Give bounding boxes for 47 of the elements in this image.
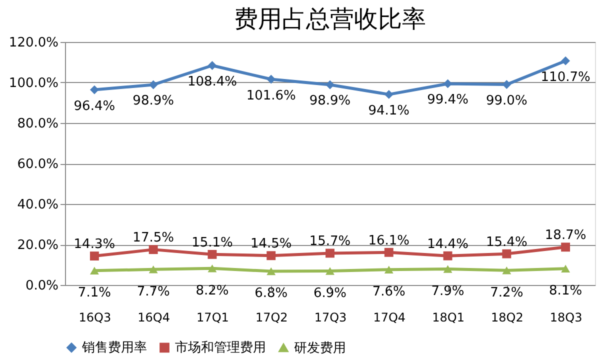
y-tick-label: 60.0% (17, 157, 58, 172)
data-label: 7.1% (78, 286, 111, 301)
data-label: 6.8% (254, 286, 288, 302)
legend-label: 市场和管理费用 (175, 340, 266, 356)
data-label: 101.6% (246, 88, 296, 104)
data-label: 15.7% (309, 234, 351, 250)
legend-label: 销售费用率 (81, 340, 147, 356)
y-tick-label: 0.0% (25, 278, 58, 294)
y-tick-label: 100.0% (8, 76, 58, 91)
data-label: 7.2% (490, 285, 524, 300)
y-tick-label: 20.0% (17, 238, 58, 253)
x-tick-label: 16Q3 (78, 310, 112, 324)
data-label: 6.9% (313, 286, 347, 302)
x-tick-label: 18Q3 (550, 310, 582, 324)
data-label: 94.1% (368, 103, 410, 118)
data-label: 98.9% (309, 94, 351, 109)
data-label: 15.4% (486, 234, 528, 250)
data-label: 8.1% (549, 284, 582, 299)
data-label: 7.6% (372, 284, 406, 300)
y-tick-label: 40.0% (17, 198, 58, 212)
data-label: 7.9% (431, 284, 464, 300)
data-label: 16.1% (368, 233, 410, 248)
y-tick-label: 120.0% (8, 36, 58, 50)
data-label: 15.1% (192, 235, 233, 250)
data-label: 108.4% (187, 74, 238, 90)
data-label: 96.4% (74, 98, 116, 114)
x-tick-label: 17Q4 (373, 310, 406, 324)
data-label: 18.7% (544, 228, 586, 244)
x-tick-label: 18Q2 (490, 310, 524, 324)
data-label: 8.2% (196, 283, 229, 298)
data-label: 98.9% (132, 94, 174, 109)
data-label: 7.7% (136, 284, 170, 300)
legend-label: 研发费用 (294, 340, 346, 356)
data-label: 110.7% (540, 70, 590, 85)
x-tick-label: 17Q2 (255, 310, 288, 324)
data-label: 14.4% (427, 236, 468, 252)
data-label: 99.0% (486, 94, 528, 109)
x-tick-label: 18Q1 (432, 310, 464, 324)
x-tick-label: 17Q3 (314, 310, 347, 324)
x-tick-label: 16Q4 (138, 310, 170, 324)
data-label: 99.4% (427, 92, 468, 108)
data-label: 14.3% (74, 237, 116, 252)
x-tick-label: 17Q1 (196, 310, 229, 324)
data-label: 17.5% (132, 230, 174, 246)
data-label: 14.5% (250, 236, 292, 252)
y-tick-label: 80.0% (17, 116, 58, 132)
chart-title: 费用占总营收比率 (234, 5, 426, 33)
